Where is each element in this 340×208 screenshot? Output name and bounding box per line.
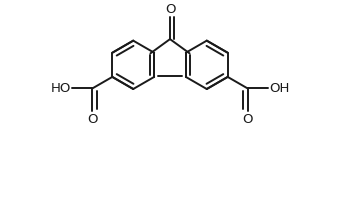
Text: O: O [242,113,253,126]
Text: O: O [165,3,175,16]
Text: HO: HO [50,82,71,95]
Text: OH: OH [269,82,290,95]
Text: O: O [87,113,98,126]
